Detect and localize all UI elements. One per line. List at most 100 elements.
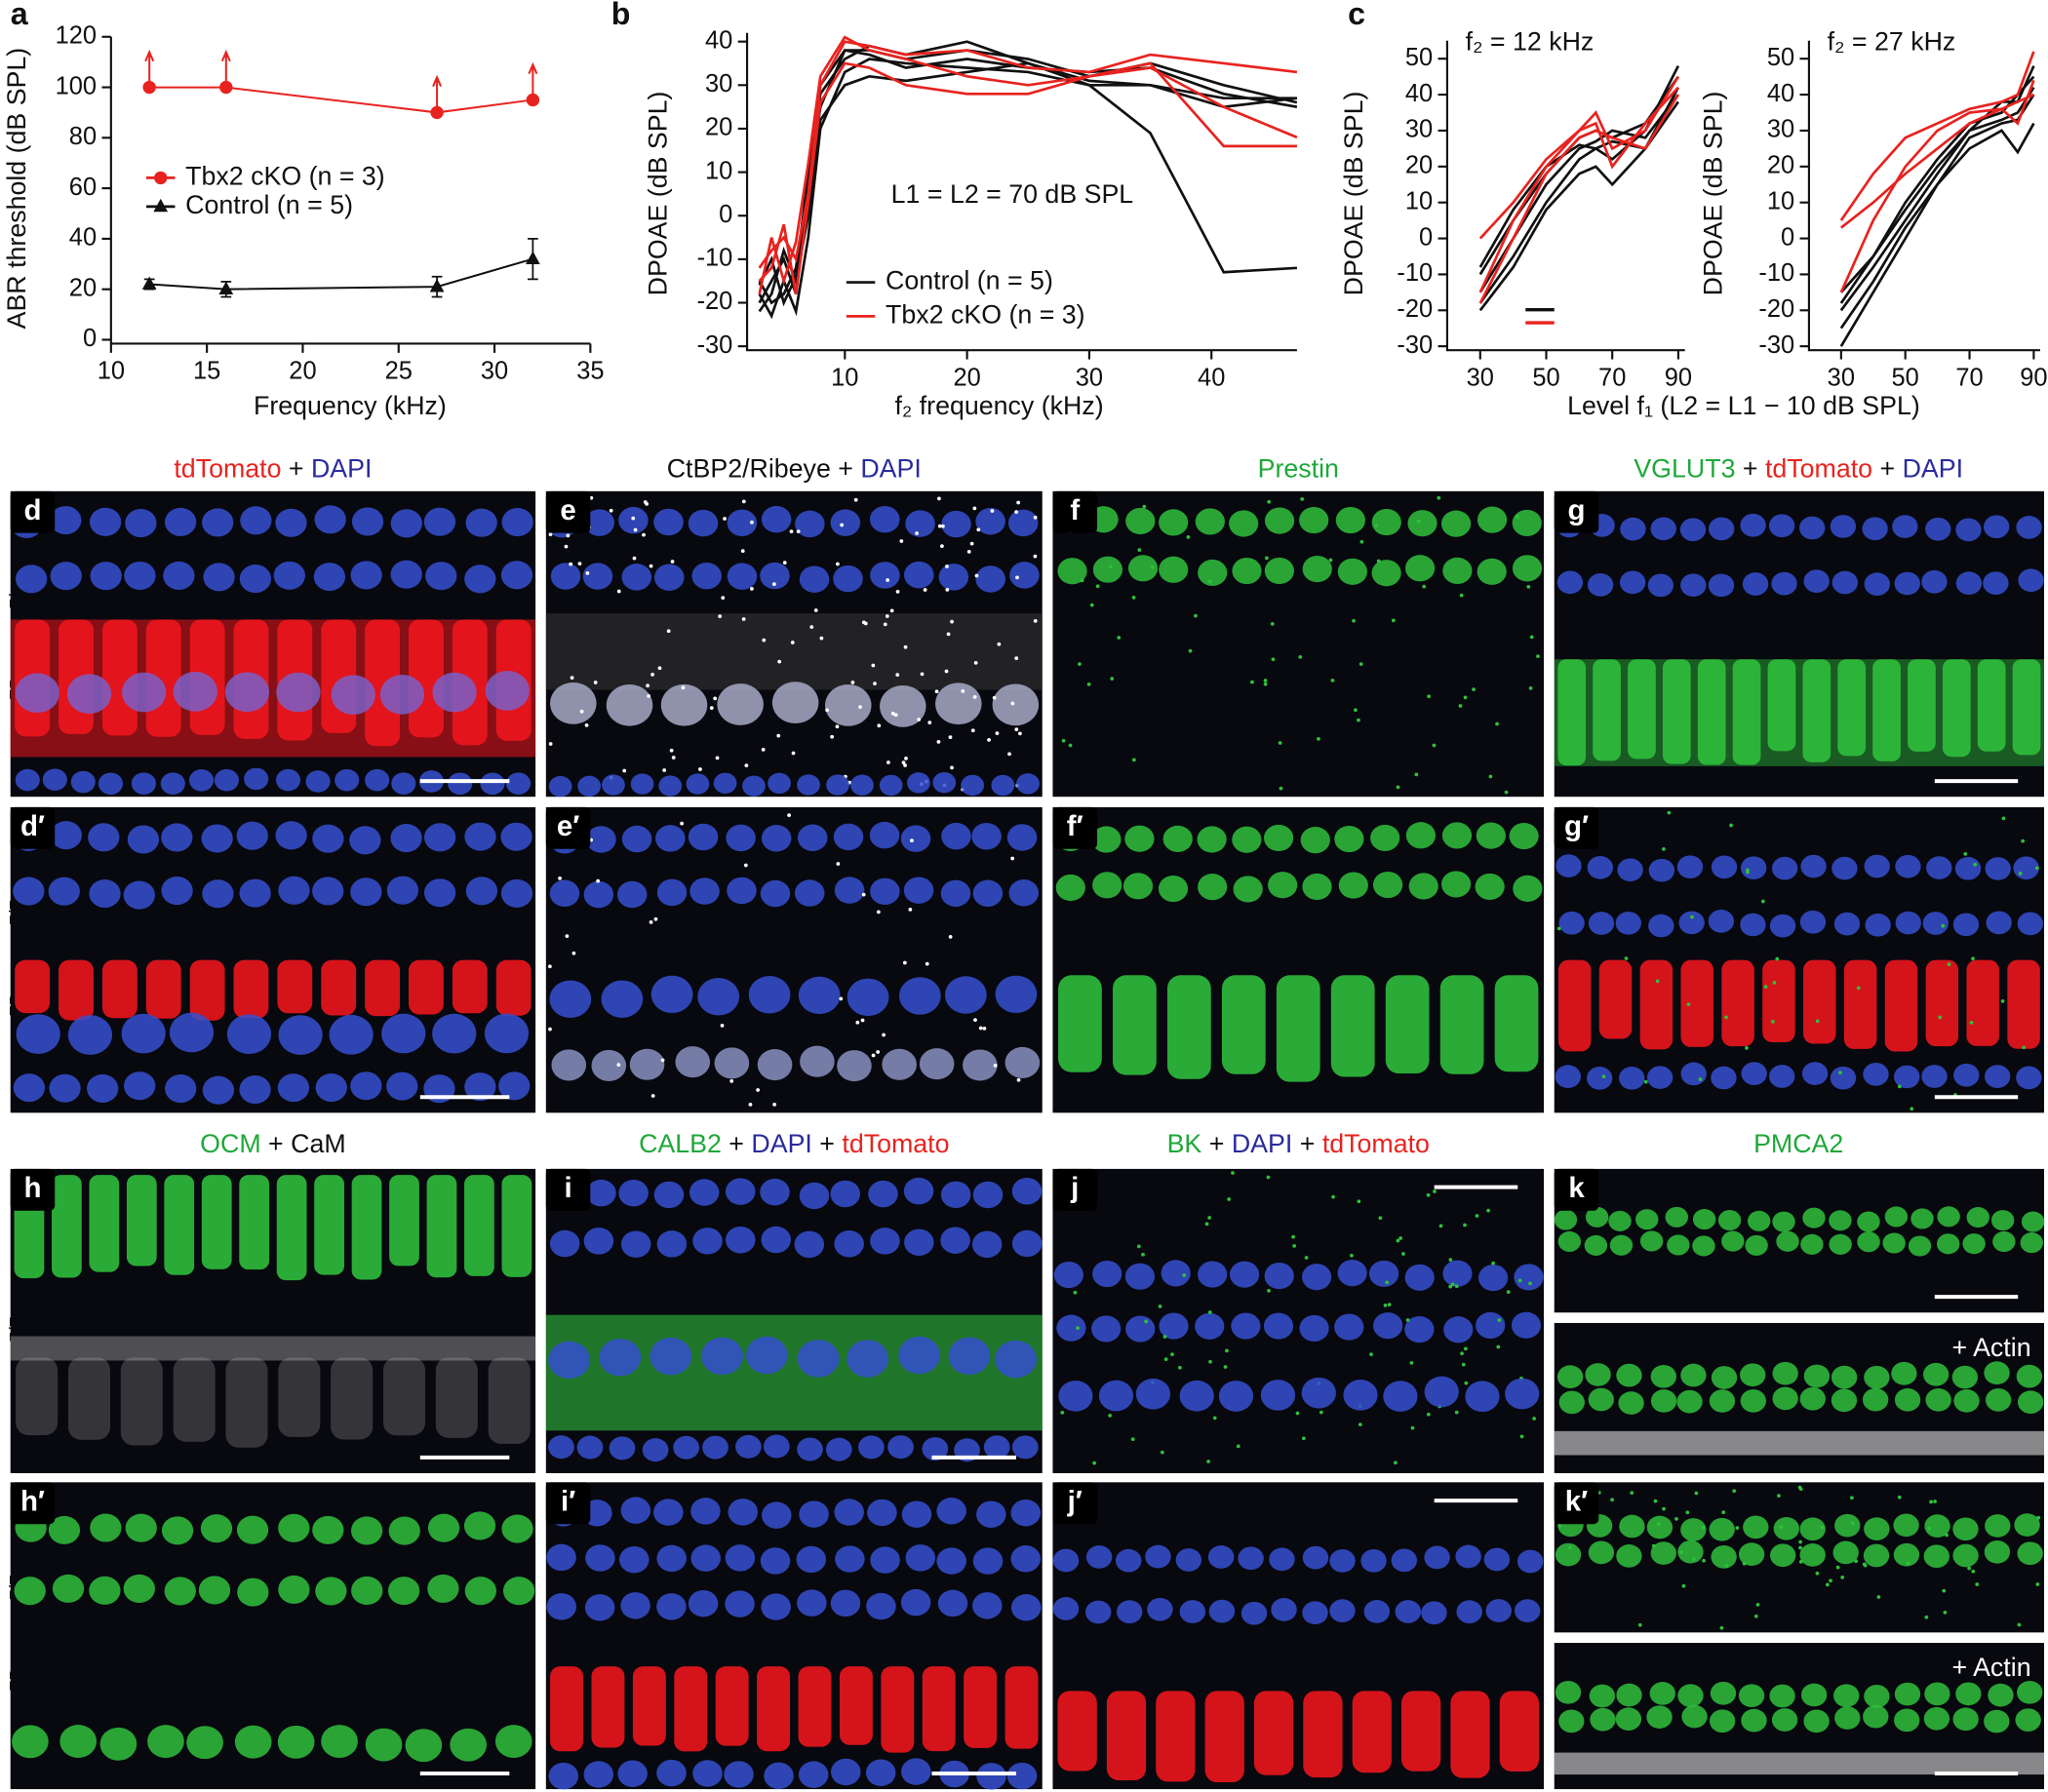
nucleus bbox=[15, 768, 40, 792]
nucleus bbox=[903, 877, 934, 904]
nucleus bbox=[1892, 515, 1918, 538]
speck bbox=[1208, 1359, 1212, 1364]
nucleus bbox=[1955, 518, 1982, 542]
nucleus bbox=[1442, 1260, 1473, 1287]
nucleus bbox=[763, 1434, 790, 1459]
nucleus bbox=[1179, 1600, 1206, 1623]
speck bbox=[1491, 1261, 1495, 1266]
panel-letter: e′ bbox=[557, 810, 579, 842]
nucleus bbox=[485, 671, 530, 711]
nucleus bbox=[1383, 1381, 1418, 1412]
nucleus bbox=[1590, 1707, 1616, 1732]
speck bbox=[1033, 619, 1038, 623]
nucleus bbox=[1092, 872, 1122, 899]
nucleus bbox=[1984, 1539, 2011, 1564]
nucleus bbox=[995, 1340, 1037, 1379]
nucleus bbox=[725, 1590, 755, 1617]
nucleus bbox=[1962, 1233, 1986, 1255]
cell bbox=[1697, 659, 1726, 765]
speck bbox=[1529, 635, 1534, 640]
cell bbox=[120, 1357, 163, 1446]
speck bbox=[1798, 1545, 1802, 1550]
cell bbox=[922, 1666, 956, 1752]
panel-letter: f′ bbox=[1067, 810, 1083, 842]
nucleus bbox=[1773, 1516, 1799, 1540]
speck bbox=[1838, 1071, 1842, 1075]
label-part: tdTomato bbox=[1765, 453, 1872, 483]
nucleus bbox=[501, 1514, 533, 1543]
speck bbox=[903, 763, 907, 767]
cell bbox=[1598, 959, 1633, 1039]
cell bbox=[408, 959, 444, 1015]
nucleus bbox=[1650, 1364, 1676, 1388]
series-line bbox=[1839, 51, 2035, 221]
label-part: + bbox=[722, 1129, 752, 1158]
speck bbox=[982, 1026, 987, 1031]
nucleus bbox=[278, 1575, 310, 1604]
nucleus bbox=[548, 1762, 579, 1790]
label-part: + CaM bbox=[261, 1129, 346, 1158]
panel-background bbox=[1052, 1168, 1545, 1473]
cell bbox=[632, 1666, 666, 1746]
cell bbox=[1057, 1691, 1097, 1772]
stain-header: tdTomato + DAPI bbox=[174, 453, 372, 483]
speck bbox=[1495, 721, 1499, 726]
nucleus bbox=[1455, 1544, 1481, 1569]
cell bbox=[1253, 1691, 1294, 1775]
panel-background bbox=[10, 806, 536, 1113]
speck bbox=[836, 862, 841, 866]
speck bbox=[1177, 1365, 1182, 1370]
nucleus bbox=[1615, 1707, 1642, 1732]
nucleus bbox=[1799, 1543, 1826, 1567]
speck bbox=[860, 1018, 865, 1023]
nucleus bbox=[1195, 1312, 1225, 1340]
nucleus bbox=[797, 1589, 827, 1617]
nucleus bbox=[745, 1336, 788, 1375]
speck bbox=[1929, 1500, 1933, 1504]
nucleus bbox=[938, 564, 969, 591]
cell bbox=[798, 1666, 832, 1747]
nucleus bbox=[858, 1435, 885, 1460]
y-tick-label: -10 bbox=[1397, 259, 1433, 287]
speck bbox=[1701, 1525, 1706, 1530]
nucleus bbox=[1955, 1682, 1982, 1706]
nucleus bbox=[761, 1593, 791, 1620]
nucleus bbox=[971, 1230, 1003, 1259]
speck bbox=[970, 728, 975, 733]
nucleus bbox=[1608, 1210, 1632, 1231]
nucleus bbox=[1771, 1708, 1798, 1732]
speck bbox=[1475, 1214, 1479, 1218]
speck bbox=[649, 920, 653, 924]
speck bbox=[945, 565, 949, 568]
nucleus bbox=[50, 562, 82, 591]
nucleus bbox=[1741, 1062, 1767, 1086]
cell bbox=[164, 1175, 195, 1275]
series-line bbox=[1839, 86, 2035, 304]
speck bbox=[923, 588, 927, 592]
speck bbox=[1358, 1422, 1362, 1427]
nucleus bbox=[1371, 508, 1401, 536]
speck bbox=[1655, 979, 1660, 984]
nucleus bbox=[697, 978, 740, 1016]
speck bbox=[1410, 1425, 1415, 1430]
nucleus bbox=[1124, 1263, 1156, 1290]
panel-letter: g bbox=[1568, 494, 1586, 526]
nucleus bbox=[506, 772, 532, 795]
speck bbox=[1010, 701, 1015, 706]
cell bbox=[189, 959, 225, 1021]
nucleus bbox=[1679, 518, 1707, 542]
nucleus bbox=[1681, 1704, 1708, 1729]
x-tick-label: 25 bbox=[385, 358, 413, 385]
panel-caption: + Actin bbox=[1951, 1653, 2030, 1682]
nucleus bbox=[1650, 1389, 1677, 1413]
nucleus bbox=[1122, 873, 1154, 900]
speck bbox=[570, 676, 574, 680]
speck bbox=[1142, 504, 1147, 509]
nucleus bbox=[551, 1049, 587, 1081]
nucleus bbox=[2016, 1364, 2043, 1388]
nucleus bbox=[971, 823, 1002, 850]
nucleus bbox=[1925, 1387, 1951, 1412]
y-tick-label: 10 bbox=[705, 157, 732, 184]
nucleus bbox=[200, 1514, 233, 1543]
nucleus bbox=[1743, 1515, 1769, 1539]
